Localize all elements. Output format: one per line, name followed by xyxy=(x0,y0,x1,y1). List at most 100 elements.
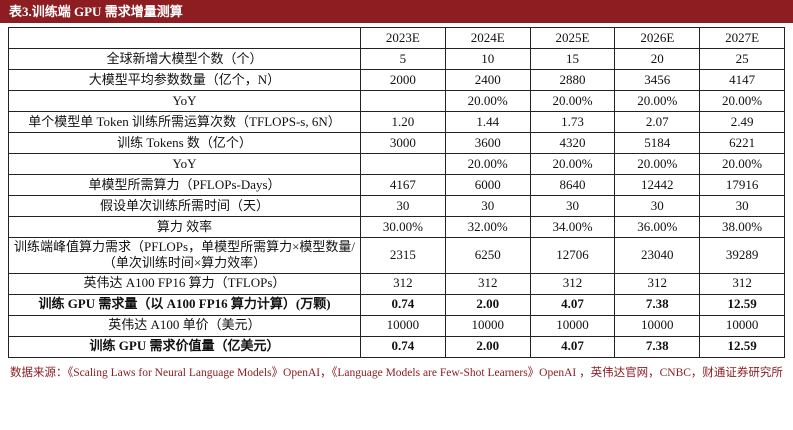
cell-value: 12442 xyxy=(614,174,701,196)
table-row: 算力 效率 30.00% 32.00% 34.00% 36.00% 38.00% xyxy=(8,216,785,238)
cell-value: 10000 xyxy=(614,314,701,337)
cell-value: 10000 xyxy=(444,314,531,337)
table-body: 全球新增大模型个数（个） 5 10 15 20 25 大模型平均参数数量（亿个，N） 2000… xyxy=(8,48,785,358)
cell-value: 5184 xyxy=(614,132,701,154)
table-row: 训练端峰值算力需求（PFLOPs，单模型所需算力×模型数量/（单次训练时间×算力… xyxy=(8,237,785,274)
cell-value: 30 xyxy=(444,195,531,217)
row-label: 训练 GPU 需求价值量（亿美元） xyxy=(8,335,361,358)
cell-value: 20.00% xyxy=(614,90,701,112)
cell-value: 4320 xyxy=(529,132,616,154)
cell-value: 12.59 xyxy=(699,335,785,358)
cell-value: 20.00% xyxy=(529,90,616,112)
cell-value: 3600 xyxy=(444,132,531,154)
cell-value: 10000 xyxy=(360,314,446,337)
row-label: 假设单次训练所需时间（天） xyxy=(8,195,361,217)
row-label: 单个模型单 Token 训练所需运算次数（TFLOPS-s, 6N） xyxy=(8,111,361,133)
header-year: 2027E xyxy=(699,27,785,49)
cell-value: 1.73 xyxy=(529,111,616,133)
cell-value: 2400 xyxy=(444,69,531,91)
table-row: 英伟达 A100 单价（美元） 10000 10000 10000 10000 10000 xyxy=(8,314,785,337)
cell-value: 7.38 xyxy=(614,293,701,316)
cell-value: 312 xyxy=(360,272,446,295)
table-row: 训练 Tokens 数（亿个） 3000 3600 4320 5184 6221 xyxy=(8,132,785,154)
cell-value: 30 xyxy=(699,195,785,217)
cell-value: 20.00% xyxy=(444,90,531,112)
cell-value: 2.00 xyxy=(444,335,531,358)
row-label: 训练 Tokens 数（亿个） xyxy=(8,132,361,154)
cell-value: 10000 xyxy=(699,314,785,337)
header-year: 2026E xyxy=(614,27,701,49)
cell-value: 39289 xyxy=(699,237,785,274)
cell-value: 1.44 xyxy=(444,111,531,133)
cell-value: 2.00 xyxy=(444,293,531,316)
cell-value: 20.00% xyxy=(614,153,701,175)
cell-value: 34.00% xyxy=(529,216,616,238)
header-year: 2024E xyxy=(444,27,531,49)
cell-value: 7.38 xyxy=(614,335,701,358)
cell-value: 32.00% xyxy=(444,216,531,238)
header-year: 2025E xyxy=(529,27,616,49)
cell-value: 312 xyxy=(699,272,785,295)
source-note: 数据来源：《Scaling Laws for Neural Language M… xyxy=(10,366,783,379)
cell-value: 2315 xyxy=(360,237,446,274)
cell-value xyxy=(360,153,446,175)
row-label: YoY xyxy=(8,90,361,112)
cell-value: 6221 xyxy=(699,132,785,154)
cell-value: 30 xyxy=(360,195,446,217)
cell-value: 0.74 xyxy=(360,335,446,358)
cell-value: 3000 xyxy=(360,132,446,154)
cell-value: 3456 xyxy=(614,69,701,91)
cell-value: 4.07 xyxy=(529,293,616,316)
row-label: 英伟达 A100 FP16 算力（TFLOPs） xyxy=(8,272,361,295)
cell-value: 30 xyxy=(614,195,701,217)
cell-value: 10 xyxy=(444,48,531,70)
cell-value: 36.00% xyxy=(614,216,701,238)
cell-value: 6000 xyxy=(444,174,531,196)
header-year: 2023E xyxy=(360,27,446,49)
table-title: 表3.训练端 GPU 需求增量测算 xyxy=(0,0,793,23)
row-label: 训练 GPU 需求量（以 A100 FP16 算力计算）(万颗) xyxy=(8,293,361,316)
cell-value: 0.74 xyxy=(360,293,446,316)
cell-value: 23040 xyxy=(614,237,701,274)
cell-value: 30.00% xyxy=(360,216,446,238)
cell-value: 8640 xyxy=(529,174,616,196)
cell-value: 5 xyxy=(360,48,446,70)
row-label: 单模型所需算力（PFLOPs-Days） xyxy=(8,174,361,196)
cell-value: 12.59 xyxy=(699,293,785,316)
header-empty-cell xyxy=(8,27,361,49)
cell-value: 20.00% xyxy=(444,153,531,175)
table-row: YoY 20.00% 20.00% 20.00% 20.00% xyxy=(8,153,785,175)
row-label: 英伟达 A100 单价（美元） xyxy=(8,314,361,337)
cell-value: 20.00% xyxy=(529,153,616,175)
cell-value: 4.07 xyxy=(529,335,616,358)
table-row: 大模型平均参数数量（亿个，N） 2000 2400 2880 3456 4147 xyxy=(8,69,785,91)
table-row: 假设单次训练所需时间（天） 30 30 30 30 30 xyxy=(8,195,785,217)
cell-value: 12706 xyxy=(529,237,616,274)
table-row: 训练 GPU 需求量（以 A100 FP16 算力计算）(万颗) 0.74 2.00… xyxy=(8,293,785,316)
cell-value: 30 xyxy=(529,195,616,217)
cell-value: 20 xyxy=(614,48,701,70)
cell-value: 4147 xyxy=(699,69,785,91)
table-row: YoY 20.00% 20.00% 20.00% 20.00% xyxy=(8,90,785,112)
cell-value: 1.20 xyxy=(360,111,446,133)
table-row: 单模型所需算力（PFLOPs-Days） 4167 6000 8640 12442 179… xyxy=(8,174,785,196)
cell-value: 2880 xyxy=(529,69,616,91)
gpu-demand-table: 2023E 2024E 2025E 2026E 2027E 全球新增大模型个数（… xyxy=(8,27,785,358)
header-row: 2023E 2024E 2025E 2026E 2027E xyxy=(8,27,785,49)
table-row: 训练 GPU 需求价值量（亿美元） 0.74 2.00 4.07 7.38 12.59 xyxy=(8,335,785,358)
cell-value: 312 xyxy=(444,272,531,295)
cell-value: 38.00% xyxy=(699,216,785,238)
table-row: 单个模型单 Token 训练所需运算次数（TFLOPS-s, 6N） 1.20 1.… xyxy=(8,111,785,133)
cell-value: 20.00% xyxy=(699,153,785,175)
cell-value: 2000 xyxy=(360,69,446,91)
cell-value: 20.00% xyxy=(699,90,785,112)
row-label: YoY xyxy=(8,153,361,175)
row-label: 算力 效率 xyxy=(8,216,361,238)
cell-value: 2.07 xyxy=(614,111,701,133)
cell-value: 25 xyxy=(699,48,785,70)
row-label: 训练端峰值算力需求（PFLOPs，单模型所需算力×模型数量/（单次训练时间×算力… xyxy=(8,237,361,274)
cell-value: 2.49 xyxy=(699,111,785,133)
cell-value: 10000 xyxy=(529,314,616,337)
cell-value: 17916 xyxy=(699,174,785,196)
